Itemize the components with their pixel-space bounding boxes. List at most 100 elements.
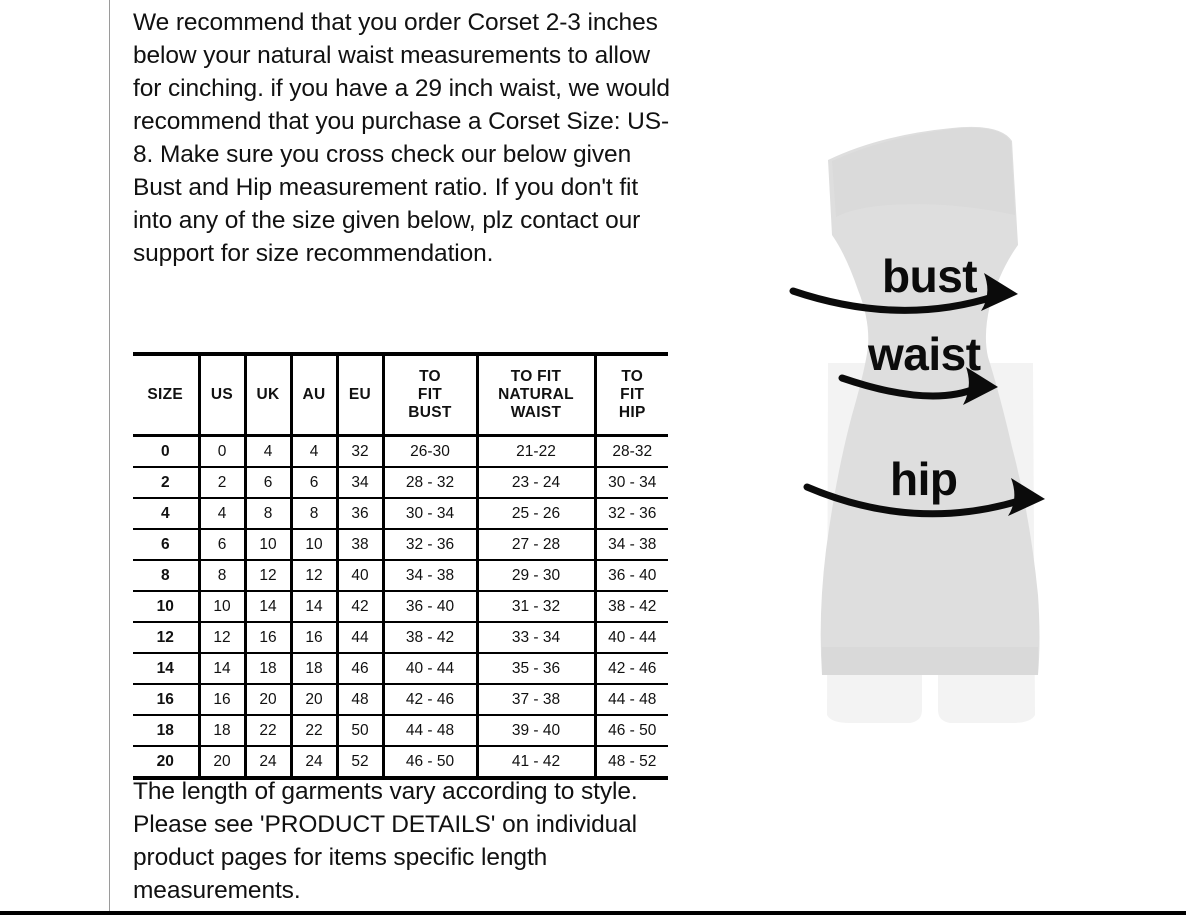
header-hip-line1: TO bbox=[621, 368, 644, 385]
cell-au: 18 bbox=[289, 652, 339, 685]
dress-shape bbox=[820, 126, 1040, 676]
header-au-line1: AU bbox=[302, 386, 326, 403]
cell-eu: 34 bbox=[335, 466, 385, 499]
cell-uk: 8 bbox=[243, 497, 293, 530]
cell-size: 10 bbox=[133, 590, 201, 623]
cell-bust: 30 - 34 bbox=[381, 497, 479, 530]
intro-paragraph: We recommend that you order Corset 2-3 i… bbox=[133, 9, 670, 267]
header-row: SIZE US UK AU EU TO FIT BUST bbox=[133, 352, 668, 437]
cell-au: 8 bbox=[289, 497, 339, 530]
header-us-line1: US bbox=[210, 386, 234, 403]
cell-waist: 35 - 36 bbox=[475, 652, 597, 685]
body-silhouette-svg: bust waist hip bbox=[789, 126, 1045, 723]
cell-us: 2 bbox=[197, 466, 247, 499]
cell-hip: 42 - 46 bbox=[593, 652, 668, 685]
body-measurement-diagram: bust waist hip bbox=[700, 95, 1170, 775]
table-row: 10 10 14 14 42 36 - 40 31 - 32 38 - 42 bbox=[133, 590, 668, 623]
cell-us: 0 bbox=[197, 434, 247, 468]
cell-uk: 10 bbox=[243, 528, 293, 561]
cell-bust: 42 - 46 bbox=[381, 683, 479, 716]
hip-label: hip bbox=[890, 453, 957, 505]
cell-hip: 38 - 42 bbox=[593, 590, 668, 623]
cell-size: 12 bbox=[133, 621, 201, 654]
cell-hip: 34 - 38 bbox=[593, 528, 668, 561]
cell-au: 6 bbox=[289, 466, 339, 499]
page-left-divider bbox=[109, 0, 110, 915]
cell-bust: 26-30 bbox=[381, 434, 479, 468]
header-waist-line1: TO FIT bbox=[510, 368, 562, 385]
cell-eu: 46 bbox=[335, 652, 385, 685]
bust-arrowhead bbox=[981, 273, 1018, 311]
header-waist-line2: NATURAL bbox=[498, 386, 574, 403]
cell-au: 14 bbox=[289, 590, 339, 623]
hip-arrowhead bbox=[1008, 478, 1045, 516]
waist-arrowhead bbox=[963, 367, 998, 405]
header-bust-line2: FIT bbox=[417, 386, 443, 403]
cell-size: 8 bbox=[133, 559, 201, 592]
waist-label: waist bbox=[867, 328, 981, 380]
table-row: 0 0 4 4 32 26-30 21-22 28-32 bbox=[133, 434, 668, 468]
cell-uk: 22 bbox=[243, 714, 293, 747]
cell-uk: 20 bbox=[243, 683, 293, 716]
page-bottom-divider bbox=[0, 911, 1186, 915]
cell-eu: 42 bbox=[335, 590, 385, 623]
table-row: 16 16 20 20 48 42 - 46 37 - 38 44 - 48 bbox=[133, 683, 668, 716]
cell-us: 10 bbox=[197, 590, 247, 623]
header-eu-line1: EU bbox=[348, 386, 372, 403]
header-uk: UK bbox=[243, 352, 293, 437]
cell-au: 24 bbox=[289, 745, 339, 780]
cell-waist: 37 - 38 bbox=[475, 683, 597, 716]
cell-size: 18 bbox=[133, 714, 201, 747]
cell-eu: 44 bbox=[335, 621, 385, 654]
header-au: AU bbox=[289, 352, 339, 437]
cell-au: 20 bbox=[289, 683, 339, 716]
header-to-fit-hip: TO FIT HIP bbox=[593, 352, 668, 437]
table-row: 18 18 22 22 50 44 - 48 39 - 40 46 - 50 bbox=[133, 714, 668, 747]
cell-size: 16 bbox=[133, 683, 201, 716]
header-eu: EU bbox=[335, 352, 385, 437]
cell-bust: 36 - 40 bbox=[381, 590, 479, 623]
cell-eu: 40 bbox=[335, 559, 385, 592]
cell-waist: 27 - 28 bbox=[475, 528, 597, 561]
header-to-fit-natural-waist: TO FIT NATURAL WAIST bbox=[475, 352, 597, 437]
cell-uk: 4 bbox=[243, 434, 293, 468]
cell-us: 18 bbox=[197, 714, 247, 747]
header-to-fit-bust: TO FIT BUST bbox=[381, 352, 479, 437]
cell-us: 6 bbox=[197, 528, 247, 561]
cell-au: 22 bbox=[289, 714, 339, 747]
header-waist-line3: WAIST bbox=[510, 404, 562, 421]
table-row: 4 4 8 8 36 30 - 34 25 - 26 32 - 36 bbox=[133, 497, 668, 530]
cell-hip: 44 - 48 bbox=[593, 683, 668, 716]
cell-eu: 50 bbox=[335, 714, 385, 747]
cell-size: 20 bbox=[133, 745, 201, 780]
cell-uk: 6 bbox=[243, 466, 293, 499]
cell-waist: 31 - 32 bbox=[475, 590, 597, 623]
cell-hip: 48 - 52 bbox=[593, 745, 668, 780]
outro-paragraph: The length of garments vary according to… bbox=[133, 778, 638, 904]
cell-us: 8 bbox=[197, 559, 247, 592]
cell-au: 12 bbox=[289, 559, 339, 592]
cell-hip: 40 - 44 bbox=[593, 621, 668, 654]
table-body: 0 0 4 4 32 26-30 21-22 28-32 2 2 6 6 34 28 - 32 23 - 2… bbox=[133, 434, 668, 780]
cell-waist: 33 - 34 bbox=[475, 621, 597, 654]
cell-bust: 44 - 48 bbox=[381, 714, 479, 747]
cell-bust: 32 - 36 bbox=[381, 528, 479, 561]
cell-uk: 14 bbox=[243, 590, 293, 623]
cell-eu: 36 bbox=[335, 497, 385, 530]
cell-hip: 28-32 bbox=[593, 434, 668, 468]
cell-size: 6 bbox=[133, 528, 201, 561]
header-bust-line3: BUST bbox=[408, 404, 452, 421]
size-chart-table: SIZE US UK AU EU TO FIT BUST bbox=[133, 352, 668, 780]
cell-waist: 41 - 42 bbox=[475, 745, 597, 780]
cell-eu: 32 bbox=[335, 434, 385, 468]
cell-us: 20 bbox=[197, 745, 247, 780]
cell-waist: 21-22 bbox=[475, 434, 597, 468]
table-header: SIZE US UK AU EU TO FIT BUST bbox=[133, 352, 668, 437]
cell-uk: 24 bbox=[243, 745, 293, 780]
bust-measurement-group: bust bbox=[789, 250, 1018, 314]
cell-uk: 18 bbox=[243, 652, 293, 685]
cell-waist: 39 - 40 bbox=[475, 714, 597, 747]
cell-eu: 48 bbox=[335, 683, 385, 716]
cell-size: 2 bbox=[133, 466, 201, 499]
cell-hip: 30 - 34 bbox=[593, 466, 668, 499]
